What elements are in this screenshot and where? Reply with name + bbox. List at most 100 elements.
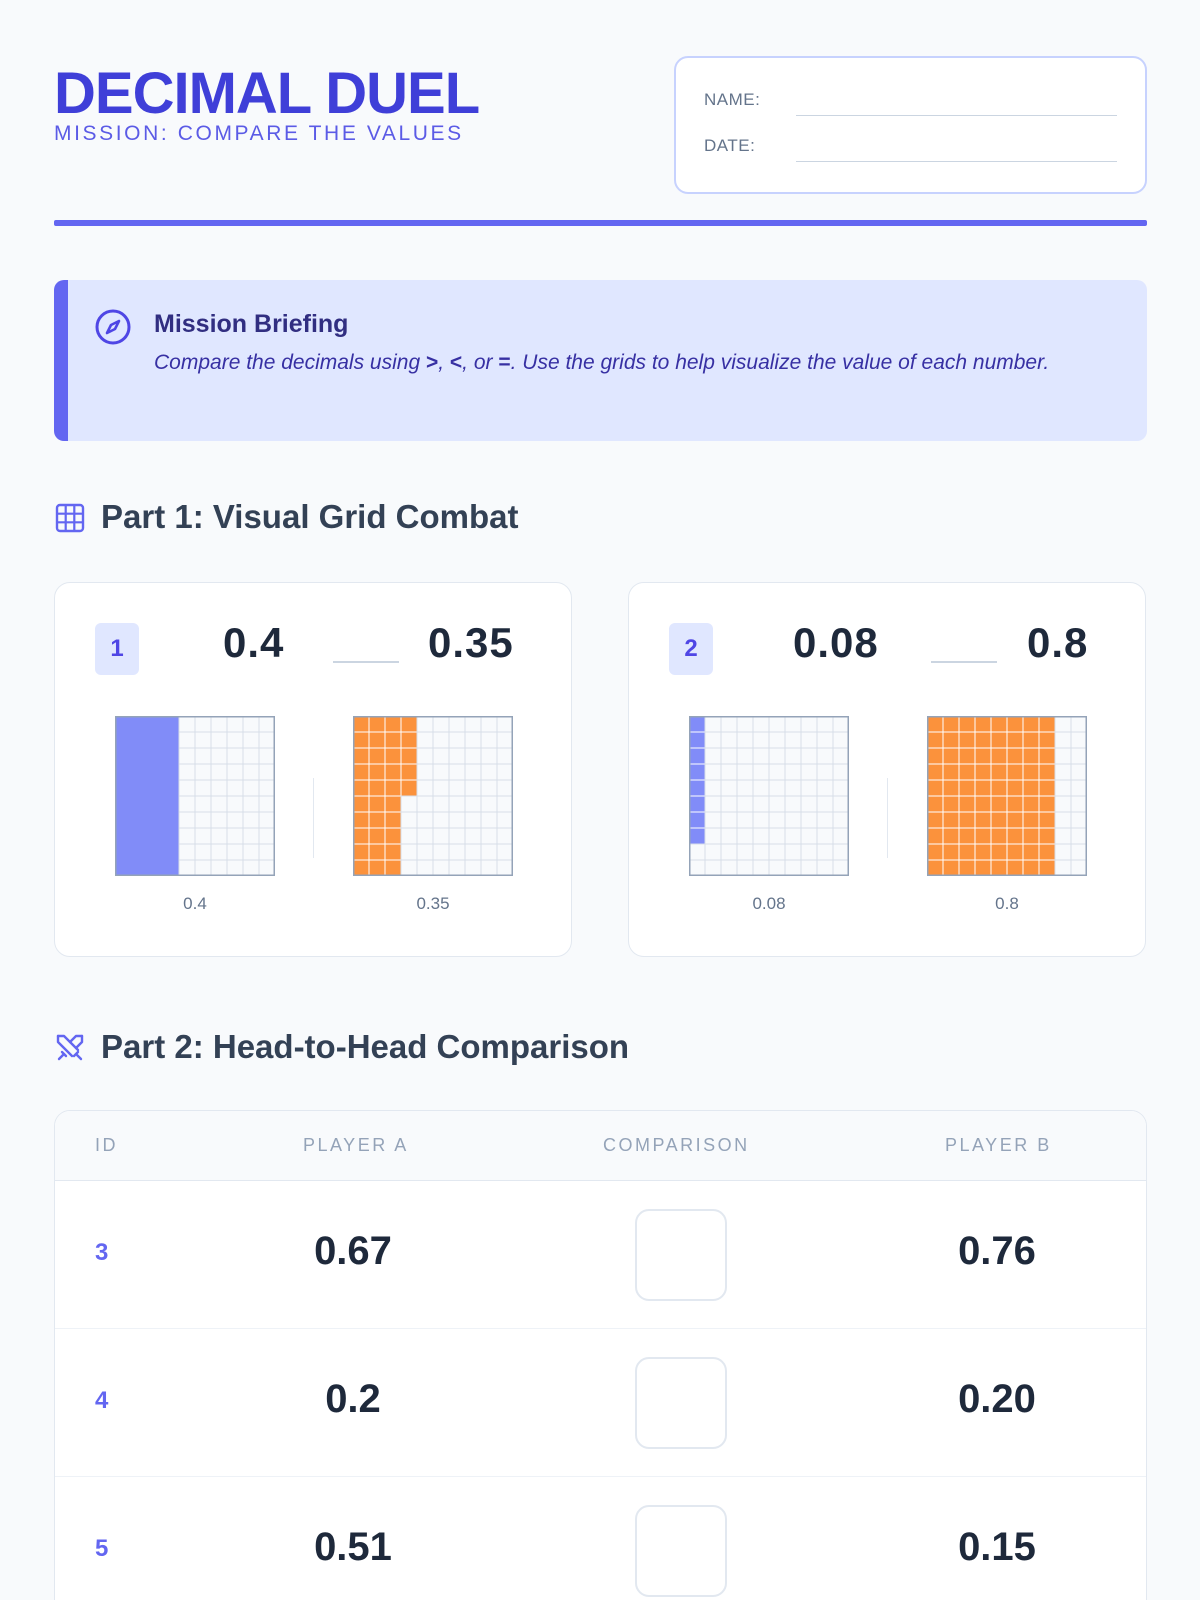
grid-cell-shaded (974, 795, 992, 813)
grid-cell-shaded (927, 795, 944, 813)
grid-cell-shaded (162, 763, 180, 781)
grid-cell (416, 763, 434, 781)
grid-cell-shaded (958, 827, 976, 845)
grid-cell (800, 731, 818, 749)
grid-cell-shaded (1038, 763, 1056, 781)
grid-cell (800, 795, 818, 813)
grid-cell (416, 811, 434, 829)
grid-cell-shaded (1022, 795, 1040, 813)
grid-cell (480, 811, 498, 829)
grid-cell (210, 731, 228, 749)
grid-cell (258, 779, 275, 797)
grid-cell (496, 827, 513, 845)
grid-cell-shaded (942, 795, 960, 813)
grid-cell-shaded (927, 811, 944, 829)
grid-cell-shaded (958, 716, 976, 733)
comparison-answer-box[interactable] (635, 1209, 727, 1301)
grid-cell-shaded (958, 747, 976, 765)
grid-cell (448, 859, 466, 876)
grid-cell (448, 716, 466, 733)
grid-cell-shaded (162, 731, 180, 749)
name-field[interactable] (796, 115, 1117, 116)
player-a-value: 0.51 (314, 1525, 392, 1569)
grid-cell (178, 811, 196, 829)
grid-cell (704, 843, 722, 861)
symbol-equal: = (498, 351, 511, 374)
grid-cell (194, 811, 212, 829)
grid-cell-shaded (942, 716, 960, 733)
grid-cell-shaded (115, 827, 132, 845)
grid-cell (194, 716, 212, 733)
grid-cell (432, 795, 450, 813)
grid-cell-shaded (162, 747, 180, 765)
grid-cell (464, 843, 482, 861)
grid-cell-shaded (384, 795, 402, 813)
grid-cell-shaded (990, 795, 1008, 813)
grid-cell (178, 779, 196, 797)
grid-cell (480, 747, 498, 765)
grid-cell-shaded (368, 843, 386, 861)
grid-cell-shaded (1006, 795, 1024, 813)
grid-cell (704, 827, 722, 845)
grid-cell (432, 827, 450, 845)
grid-cell-shaded (353, 859, 370, 876)
player-a-value: 0.67 (314, 1229, 392, 1273)
grid-cell (1070, 779, 1087, 797)
grid-cell-shaded (942, 763, 960, 781)
grid-cell (768, 763, 786, 781)
column-header-id: ID (95, 1135, 118, 1155)
grid-cell (496, 843, 513, 861)
grid-cell (432, 811, 450, 829)
comparison-answer-box[interactable] (635, 1357, 727, 1449)
grid-cell-shaded (130, 747, 148, 765)
comparison-table: ID PLAYER A COMPARISON PLAYER B 3 0.67 0… (54, 1110, 1147, 1600)
grid-cell-shaded (1022, 716, 1040, 733)
grid-cell (464, 763, 482, 781)
grid-cell (194, 827, 212, 845)
grid-cell (210, 811, 228, 829)
grid-cell (1054, 795, 1072, 813)
grid-cell-shaded (1006, 716, 1024, 733)
answer-blank[interactable] (333, 661, 399, 663)
grid-cell (1054, 859, 1072, 876)
comparison-answer-box[interactable] (635, 1505, 727, 1597)
grid-cell (800, 843, 818, 861)
grid-cell-shaded (162, 811, 180, 829)
grid-cell (1070, 811, 1087, 829)
grid-cell-shaded (400, 747, 418, 765)
grid-cell-shaded (958, 843, 976, 861)
grid-cell-shaded (384, 747, 402, 765)
grid-cell-shaded (974, 747, 992, 765)
grid-cell (210, 763, 228, 781)
grid-cell-shaded (1006, 779, 1024, 797)
grid-cell (464, 811, 482, 829)
grid-cell (816, 843, 834, 861)
grid-cell (752, 747, 770, 765)
grid-label: 0.35 (416, 894, 450, 913)
grid-cell (194, 843, 212, 861)
answer-blank[interactable] (931, 661, 997, 663)
grid-cell-shaded (130, 779, 148, 797)
row-id: 4 (95, 1387, 109, 1414)
grid-cell-shaded (1038, 779, 1056, 797)
grid-cell (768, 779, 786, 797)
grid-cell-shaded (1006, 731, 1024, 749)
date-field[interactable] (796, 161, 1117, 162)
grid-cell (720, 716, 738, 733)
grid-cell (416, 843, 434, 861)
grid-cell (832, 779, 849, 797)
grid-cell (226, 779, 244, 797)
grid-cell-shaded (400, 716, 418, 733)
grid-cell-shaded (689, 795, 706, 813)
grid-cell-shaded (130, 859, 148, 876)
grid-cell (784, 763, 802, 781)
grid-cell-shaded (146, 731, 164, 749)
grid-cell (226, 731, 244, 749)
grid-cell-shaded (384, 779, 402, 797)
grid-cell-shaded (1038, 843, 1056, 861)
grid-cell (1054, 716, 1072, 733)
grid-cell-shaded (146, 843, 164, 861)
grid-cell-shaded (400, 763, 418, 781)
grid-cell-shaded (115, 763, 132, 781)
grid-cell (480, 716, 498, 733)
